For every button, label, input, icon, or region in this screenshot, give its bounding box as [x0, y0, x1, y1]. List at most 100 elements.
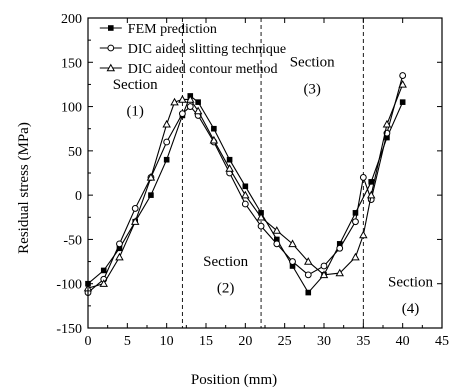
data-point: [242, 183, 249, 190]
data-point: [257, 222, 265, 230]
data-point: [226, 156, 233, 163]
data-point: [398, 79, 407, 88]
data-point: [399, 99, 406, 105]
series-line: [87, 84, 404, 289]
x-tick-label: 20: [238, 334, 252, 349]
y-tick-label: -50: [63, 233, 82, 248]
section-annotation: Section: [388, 274, 433, 290]
x-tick-label: 30: [317, 334, 331, 349]
section-annotation: (1): [126, 103, 144, 119]
data-point: [186, 95, 195, 103]
data-point: [352, 218, 359, 226]
x-tick-label: 15: [199, 334, 213, 349]
data-point: [116, 245, 123, 252]
data-point: [359, 174, 367, 181]
y-tick-label: -100: [56, 278, 82, 293]
section-annotation: Section: [203, 254, 248, 270]
axes: 0 5 10 15 20 25 30 35 40 45 -150 -100 -50 0 50 100 150 20…: [56, 12, 449, 349]
y-tick-label: 50: [68, 145, 82, 160]
data-point: [115, 252, 124, 261]
data-point: [193, 106, 203, 115]
data-point: [146, 172, 156, 181]
legend: FEM prediction DIC aided slitting techniq…: [99, 22, 286, 77]
data-point: [225, 164, 234, 172]
data-point: [351, 252, 360, 261]
x-tick-label: 25: [278, 334, 292, 349]
data-point: [288, 239, 297, 248]
data-point: [170, 97, 179, 106]
legend-item-2: DIC aided slitting technique: [99, 42, 286, 57]
y-tick-label: 200: [61, 12, 82, 27]
data-point: [304, 271, 312, 279]
section-annotation: (2): [217, 281, 235, 297]
y-tick-label: -150: [56, 322, 82, 337]
legend-item-1: FEM prediction: [99, 22, 217, 37]
data-point: [209, 135, 219, 144]
data-point: [272, 226, 282, 234]
section-divider-lines: [181, 18, 364, 328]
data-point: [163, 138, 171, 146]
series-3: [83, 79, 407, 292]
data-point: [106, 63, 116, 72]
data-point: [336, 244, 344, 252]
data-point: [352, 210, 359, 216]
data-point: [195, 99, 201, 105]
y-tick-label: 0: [75, 189, 82, 204]
data-point: [148, 192, 154, 198]
x-tick-label: 5: [124, 334, 131, 349]
section-annotation: (4): [402, 301, 420, 317]
data-point: [289, 258, 296, 265]
legend-item-3: DIC aided contour method: [99, 62, 278, 77]
data-point: [116, 240, 123, 248]
data-point: [305, 289, 312, 296]
section-annotations: Section (1) Section (3) Section (2) Section (4): [113, 55, 434, 317]
x-tick-label: 45: [435, 334, 449, 349]
data-point: [335, 268, 344, 277]
data-point: [256, 212, 266, 221]
x-tick-label: 40: [396, 334, 410, 349]
data-point: [368, 179, 374, 185]
data-point: [274, 236, 280, 243]
legend-label: DIC aided contour method: [128, 62, 278, 77]
y-axis-label: Residual stress (MPa): [16, 122, 32, 254]
data-point: [99, 279, 108, 287]
section-annotation: Section: [113, 77, 158, 93]
data-point: [320, 262, 328, 270]
data-point: [399, 72, 407, 79]
series-line: [87, 95, 404, 294]
data-point: [319, 270, 329, 279]
section-annotation: Section: [290, 55, 335, 71]
data-point: [241, 200, 249, 208]
x-tick-label: 0: [85, 334, 92, 349]
data-point: [162, 119, 171, 128]
data-point: [289, 263, 296, 269]
data-point: [273, 240, 281, 248]
legend-label: FEM prediction: [128, 22, 217, 37]
data-point: [107, 44, 115, 52]
section-annotation: (3): [303, 81, 321, 97]
data-point: [178, 95, 187, 103]
data-point: [100, 267, 107, 274]
x-tick-label: 35: [356, 334, 370, 349]
data-point: [241, 190, 250, 199]
data-point: [366, 190, 376, 199]
data-point: [131, 205, 139, 212]
data-point: [186, 103, 194, 110]
data-point: [179, 110, 186, 118]
data-point: [163, 156, 170, 163]
data-point: [359, 230, 368, 239]
data-point: [211, 125, 217, 132]
data-point: [384, 134, 390, 141]
y-tick-label: 150: [61, 56, 82, 71]
data-point: [304, 257, 313, 265]
data-point: [336, 241, 343, 247]
series-layer: [83, 72, 407, 296]
y-tick-label: 100: [61, 101, 82, 116]
data-point: [130, 217, 140, 225]
x-axis-label: Position (mm): [191, 372, 277, 388]
legend-label: DIC aided slitting technique: [128, 42, 286, 57]
x-tick-label: 10: [160, 334, 174, 349]
data-point: [382, 119, 392, 128]
data-point: [108, 25, 114, 31]
